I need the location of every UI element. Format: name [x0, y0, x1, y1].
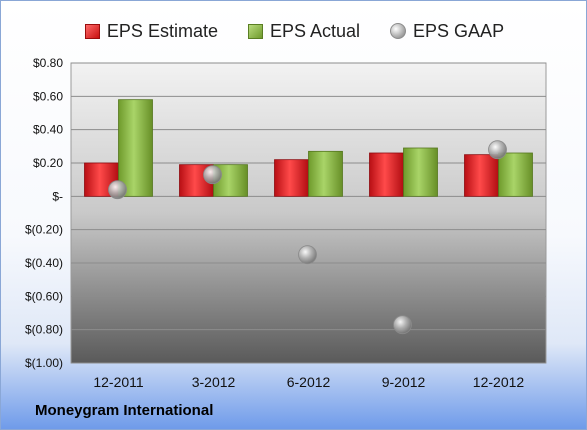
legend-item-eps-estimate: EPS Estimate — [84, 20, 218, 42]
legend-swatch-eps-gaap — [390, 23, 407, 39]
x-tick-label: 12-2011 — [93, 374, 144, 390]
point-eps-gaap — [203, 165, 222, 185]
y-tick-label: $0.80 — [33, 56, 63, 70]
x-tick-label: 12-2012 — [473, 374, 525, 390]
bar-eps-actual — [118, 99, 153, 197]
y-tick-label: $(0.40) — [25, 256, 63, 270]
y-tick-label: $- — [52, 189, 63, 203]
chart-legend: EPS Estimate EPS Actual EPS GAAP — [1, 19, 586, 43]
point-eps-gaap — [298, 245, 317, 265]
point-eps-gaap — [488, 140, 507, 160]
legend-label-eps-gaap: EPS GAAP — [413, 20, 505, 41]
legend-label-eps-actual: EPS Actual — [269, 20, 361, 41]
y-tick-label: $(0.20) — [25, 223, 63, 237]
company-name: Moneygram International — [35, 402, 214, 419]
x-tick-label: 6-2012 — [287, 374, 331, 390]
point-eps-gaap — [393, 315, 412, 335]
x-tick-label: 3-2012 — [192, 374, 236, 390]
bar-eps-actual — [403, 147, 438, 197]
legend-label-eps-estimate: EPS Estimate — [106, 20, 218, 41]
y-tick-label: $(0.60) — [25, 289, 63, 303]
y-tick-label: $0.40 — [33, 123, 63, 137]
x-tick-label: 9-2012 — [382, 374, 426, 390]
bar-eps-estimate — [464, 154, 499, 197]
y-tick-label: $(0.80) — [25, 323, 63, 337]
bar-eps-estimate — [274, 159, 309, 197]
y-tick-label: $(1.00) — [25, 356, 63, 370]
bar-eps-estimate — [369, 152, 404, 197]
y-tick-label: $0.20 — [33, 156, 63, 170]
legend-swatch-eps-actual — [247, 23, 263, 39]
legend-item-eps-actual: EPS Actual — [247, 20, 361, 42]
bar-eps-actual — [498, 152, 533, 197]
legend-item-eps-gaap: EPS GAAP — [390, 21, 504, 42]
point-eps-gaap — [108, 180, 127, 200]
bar-eps-actual — [308, 150, 343, 197]
y-tick-label: $0.60 — [33, 89, 63, 103]
legend-swatch-eps-estimate — [84, 23, 100, 39]
